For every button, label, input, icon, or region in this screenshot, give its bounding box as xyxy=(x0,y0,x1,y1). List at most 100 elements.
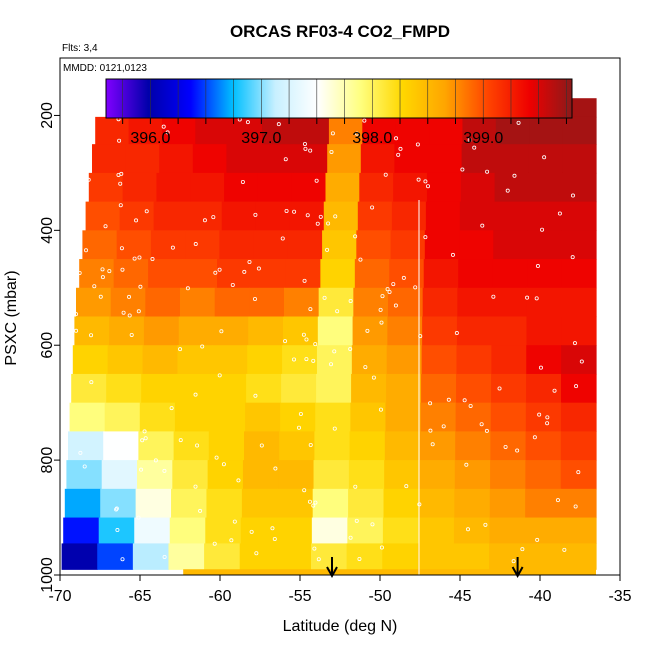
sample-marker xyxy=(86,177,91,182)
sample-marker xyxy=(252,296,257,301)
heatmap-cell xyxy=(460,172,496,203)
sample-marker xyxy=(462,398,467,403)
heatmap-cell xyxy=(455,402,492,432)
colorbar-tick-label: 397.0 xyxy=(241,130,281,147)
heatmap-cell xyxy=(524,517,562,545)
heatmap-cell xyxy=(107,345,144,375)
x-tick-label: -50 xyxy=(368,588,391,605)
sample-marker xyxy=(107,269,112,274)
heatmap-cell xyxy=(221,201,257,231)
sample-marker xyxy=(247,259,252,264)
sample-marker xyxy=(284,209,289,214)
heatmap-cell xyxy=(289,201,325,231)
sample-marker xyxy=(230,282,235,287)
sample-marker xyxy=(353,234,358,239)
heatmap-cell xyxy=(182,259,218,289)
heatmap-cell xyxy=(526,373,562,404)
heatmap-cell xyxy=(260,144,295,174)
sample-marker xyxy=(292,357,297,362)
heatmap-cell xyxy=(82,230,118,260)
sample-marker xyxy=(491,294,496,299)
flights-note: Flts: 3,4 xyxy=(62,43,98,54)
sample-marker xyxy=(460,167,465,172)
heatmap-cell xyxy=(178,316,215,346)
sample-marker xyxy=(479,422,484,427)
heatmap-cell xyxy=(214,287,250,318)
heatmap-cell xyxy=(347,517,384,545)
heatmap-cell xyxy=(561,201,597,231)
sample-marker xyxy=(283,157,288,162)
sample-marker xyxy=(120,557,125,562)
sample-marker xyxy=(497,386,502,391)
heatmap-cell xyxy=(141,373,177,404)
heatmap-cell xyxy=(92,144,127,174)
sample-marker xyxy=(468,403,473,408)
heatmap-cell xyxy=(219,230,255,260)
sample-marker xyxy=(92,284,97,289)
heatmap-cell xyxy=(560,402,597,432)
heatmap-cell xyxy=(490,402,527,432)
heatmap-cell xyxy=(525,431,562,461)
heatmap-cell xyxy=(325,172,360,203)
sample-marker xyxy=(333,214,338,219)
heatmap-cell xyxy=(560,431,597,461)
heatmap-cell xyxy=(562,172,597,203)
heatmap-cell xyxy=(239,543,276,570)
sample-marker xyxy=(329,362,334,367)
heatmap-cell xyxy=(211,373,247,404)
sample-marker xyxy=(249,529,254,534)
heatmap-cell xyxy=(313,460,350,490)
sample-marker xyxy=(387,290,392,295)
heatmap-cell xyxy=(245,402,281,432)
heatmap-cell xyxy=(423,259,459,289)
sample-marker xyxy=(312,546,317,551)
heatmap-cell xyxy=(356,230,392,260)
heatmap-cell xyxy=(278,460,315,490)
sample-marker xyxy=(304,357,309,362)
sample-marker xyxy=(466,527,471,532)
sample-marker xyxy=(276,122,281,127)
sample-marker xyxy=(467,137,472,142)
sample-marker xyxy=(303,146,308,151)
heatmap-cell xyxy=(101,460,138,490)
heatmap-cell xyxy=(88,172,124,203)
heatmap-cell xyxy=(383,488,420,519)
y-axis: 200 400 600 800 1000 xyxy=(39,102,60,593)
sample-marker xyxy=(326,221,331,226)
sample-marker xyxy=(540,227,545,232)
heatmap-cell xyxy=(68,431,104,461)
heatmap-cell xyxy=(113,259,149,289)
heatmap-cell xyxy=(382,517,419,545)
sample-marker xyxy=(253,212,258,217)
sample-marker xyxy=(485,169,490,174)
sample-marker xyxy=(254,551,259,556)
sample-marker xyxy=(416,177,421,182)
heatmap-cell xyxy=(134,517,171,545)
heatmap-cell xyxy=(295,116,330,145)
sample-marker xyxy=(430,442,435,447)
heatmap-cell xyxy=(453,517,491,545)
heatmap-cell xyxy=(119,201,155,231)
heatmap-cell xyxy=(85,201,121,231)
heatmap-cell xyxy=(384,460,421,490)
sample-marker xyxy=(169,406,174,411)
colorbar-ticks: 396.0 397.0 398.0 399.0 xyxy=(122,79,567,147)
heatmap-cell xyxy=(173,431,210,461)
heatmap-cell xyxy=(316,373,352,404)
heatmap-cell xyxy=(457,287,493,318)
x-tick-label: -70 xyxy=(48,588,71,605)
heatmap-cell xyxy=(562,144,597,174)
sample-marker xyxy=(413,285,418,290)
sample-marker xyxy=(379,320,384,325)
heatmap-cell xyxy=(527,230,563,260)
heatmap-cell xyxy=(187,201,223,231)
heatmap-cell xyxy=(293,144,328,174)
sample-marker xyxy=(283,339,288,344)
sample-marker xyxy=(450,252,455,257)
heatmap-cell xyxy=(384,431,421,461)
sample-marker xyxy=(165,130,170,135)
heatmap-cell xyxy=(138,431,175,461)
sample-marker xyxy=(579,359,584,364)
heatmap-cell xyxy=(69,402,106,432)
